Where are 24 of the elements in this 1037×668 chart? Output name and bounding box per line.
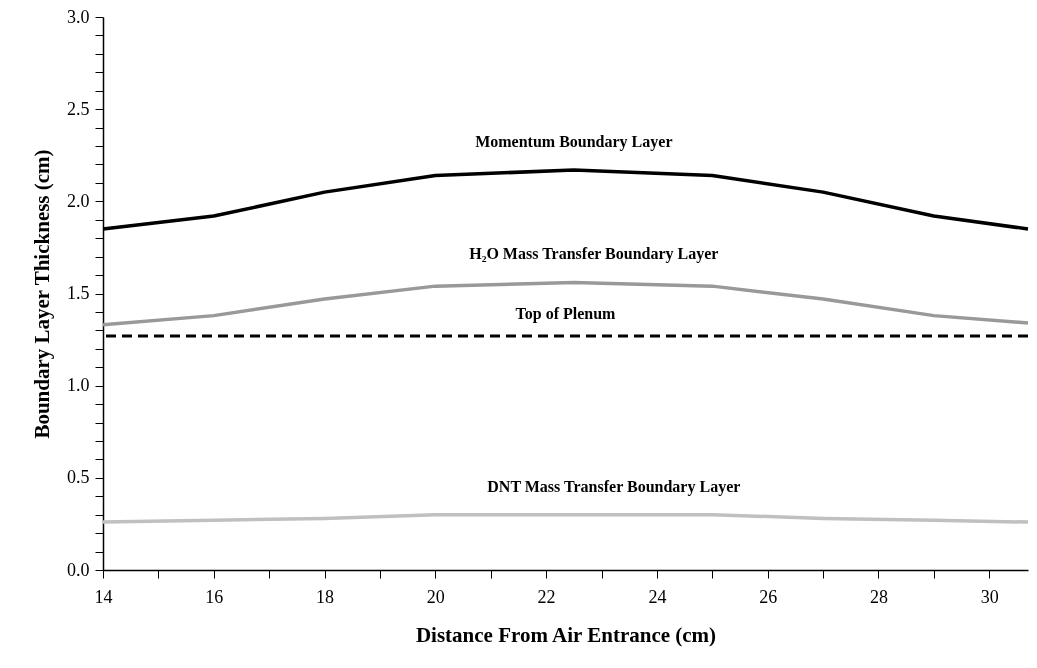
series-label: H₂O Mass Transfer Boundary Layer bbox=[469, 245, 719, 264]
series-label: DNT Mass Transfer Boundary Layer bbox=[487, 477, 741, 496]
x-axis-title: Distance From Air Entrance (cm) bbox=[415, 622, 717, 647]
line-series bbox=[101, 280, 1030, 327]
x-tick-label: 18 bbox=[316, 586, 335, 607]
x-tick-label: 16 bbox=[205, 586, 224, 607]
x-tick-label: 14 bbox=[94, 586, 113, 607]
y-tick-label: 1.0 bbox=[67, 375, 90, 396]
series-label: Momentum Boundary Layer bbox=[475, 133, 673, 151]
y-tick-label: 0.0 bbox=[67, 559, 90, 580]
ref-line-label: Top of Plenum bbox=[515, 304, 617, 323]
y-tick-label: 2.5 bbox=[67, 98, 90, 119]
line-series bbox=[101, 512, 1030, 524]
x-tick-label: 20 bbox=[426, 586, 445, 607]
y-tick-label: 1.5 bbox=[67, 283, 90, 303]
x-tick-label: 30 bbox=[980, 586, 999, 607]
x-tick-label: 22 bbox=[537, 586, 556, 607]
y-tick-label: 0.5 bbox=[67, 467, 90, 488]
x-tick-label: 26 bbox=[759, 586, 778, 607]
x-tick-label: 28 bbox=[869, 586, 888, 607]
y-axis-title: Boundary Layer Thickness (cm) bbox=[30, 149, 54, 439]
y-tick-label: 3.0 bbox=[67, 6, 90, 27]
x-tick-label: 24 bbox=[648, 586, 667, 607]
y-tick-label: 2.0 bbox=[67, 190, 90, 211]
